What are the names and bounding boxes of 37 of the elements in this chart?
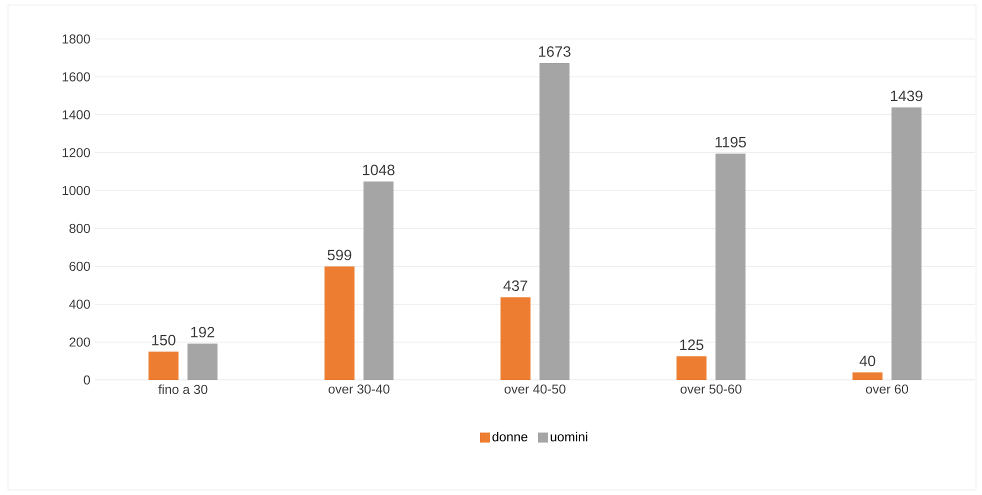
x-tick-label: over 60 xyxy=(866,384,908,394)
x-tick-label: over 40-50 xyxy=(504,384,566,394)
y-tick-label: 1200 xyxy=(62,148,90,158)
y-tick-label: 1600 xyxy=(62,72,90,82)
y-tick-label: 400 xyxy=(69,300,90,309)
bar xyxy=(852,372,883,380)
data-label: 1673 xyxy=(539,46,570,57)
data-label: 192 xyxy=(191,326,214,338)
bar xyxy=(500,297,531,380)
data-label: 1195 xyxy=(716,136,746,148)
x-tick-label: over 50-60 xyxy=(680,384,742,394)
data-label: 1048 xyxy=(363,164,394,176)
legend-label: uomini xyxy=(550,432,588,442)
bar xyxy=(324,266,355,380)
y-tick-label: 200 xyxy=(70,338,90,347)
y-tick-label: 1000 xyxy=(62,186,90,196)
data-label: 125 xyxy=(680,340,704,350)
data-label: 599 xyxy=(328,250,352,260)
bar xyxy=(892,107,922,380)
legend-label: donne xyxy=(492,432,528,442)
bar xyxy=(188,344,218,380)
bar xyxy=(148,352,179,380)
y-tick-label: 1800 xyxy=(62,34,90,44)
bar xyxy=(676,356,707,380)
y-tick-label: 0 xyxy=(84,375,90,385)
x-tick-label: over 30-40 xyxy=(328,384,390,394)
data-label: 1439 xyxy=(891,90,922,102)
data-label: 150 xyxy=(152,334,176,346)
x-tick-label: fino a 30 xyxy=(158,384,208,394)
bar xyxy=(540,63,570,380)
y-tick-label: 800 xyxy=(69,224,90,234)
data-label: 437 xyxy=(503,280,528,291)
y-tick-label: 600 xyxy=(70,262,90,271)
data-label: 40 xyxy=(860,356,876,366)
bar xyxy=(716,154,746,380)
bar xyxy=(364,181,394,380)
y-tick-label: 1400 xyxy=(62,110,90,120)
